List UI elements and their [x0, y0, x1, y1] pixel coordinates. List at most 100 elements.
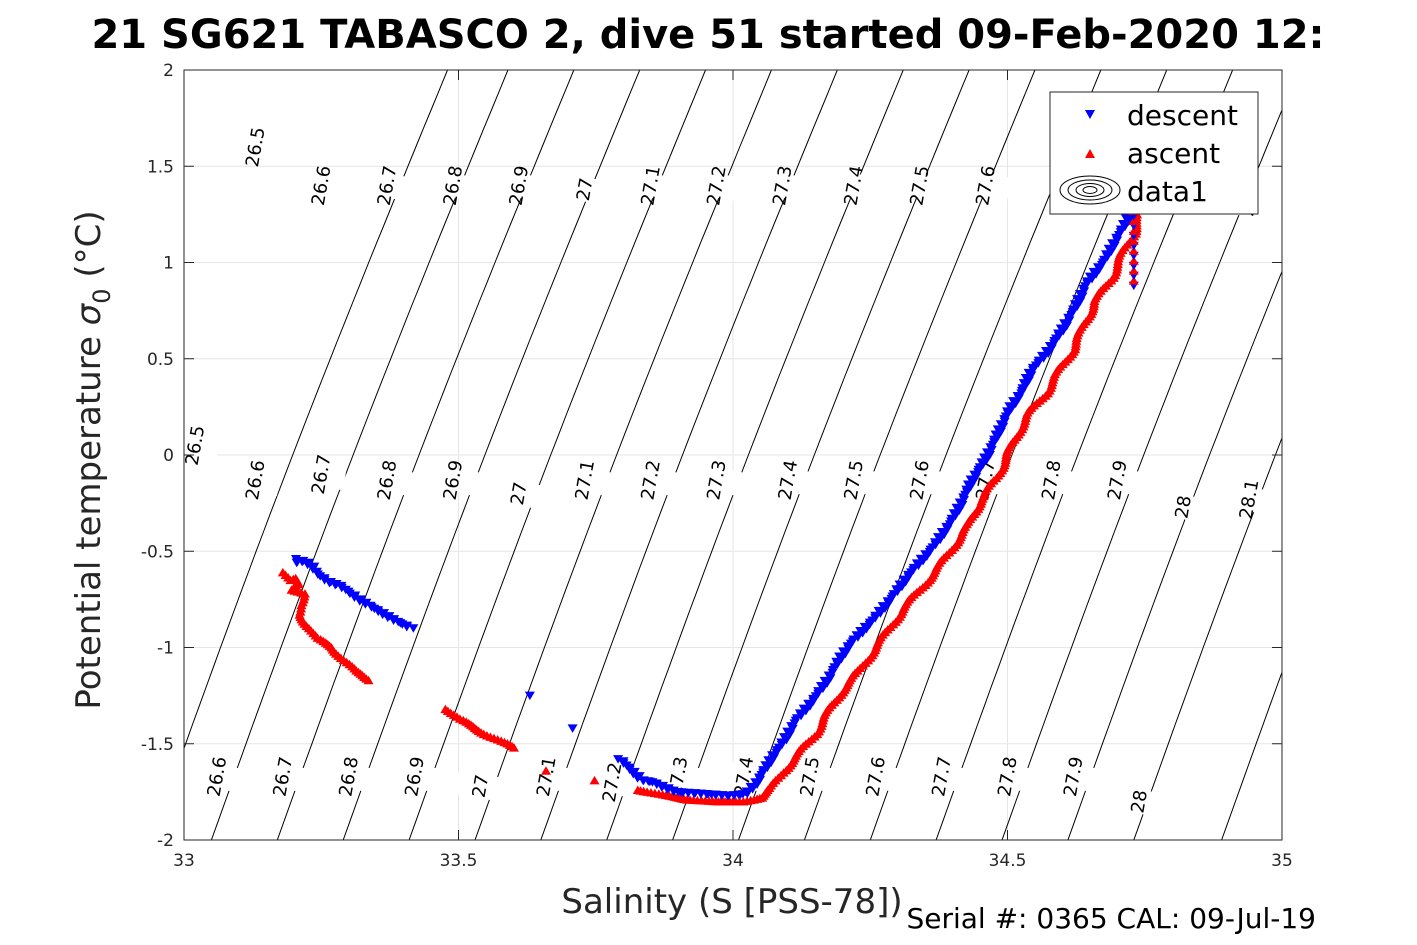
ascent-point	[363, 675, 374, 685]
x-tick-label: 35	[1271, 851, 1293, 871]
x-axis-label: Salinity (S [PSS-78])	[561, 882, 902, 922]
descent-point	[1055, 324, 1066, 334]
density-contour-line	[408, 70, 706, 840]
density-contour-label-bg	[361, 464, 413, 497]
density-contour-label-bg	[1113, 785, 1165, 818]
density-contour-label: 28	[1127, 788, 1152, 814]
density-contour-label: 28	[1171, 494, 1196, 520]
descent-point	[763, 756, 774, 765]
descent-point	[815, 682, 826, 691]
descent-point	[297, 557, 308, 567]
descent-point	[1084, 272, 1095, 282]
descent-point	[745, 782, 756, 792]
deep-cluster-point	[1128, 236, 1139, 245]
density-contour-label-bg	[586, 766, 638, 799]
deep-cluster-point	[1128, 216, 1139, 225]
x-tick-label: 33	[173, 851, 195, 871]
density-contour-label-bg	[784, 760, 836, 793]
density-contour-label-bg	[295, 458, 347, 491]
density-contour-label-bg	[184, 429, 221, 462]
density-contour-label-bg	[559, 173, 611, 206]
legend: descent ascent data1	[1049, 91, 1259, 215]
density-contour-label-bg	[520, 760, 573, 793]
descent-point	[873, 606, 884, 616]
density-contour-line	[276, 70, 575, 840]
descent-point	[1120, 214, 1131, 223]
density-contour-label-bg	[322, 760, 375, 793]
density-contour-line	[738, 70, 1036, 840]
descent-point	[911, 559, 922, 568]
density-contour-label-bg	[229, 464, 282, 497]
density-contour-label: 27	[469, 773, 494, 799]
descent-point	[656, 783, 667, 792]
serial-cal-footer: Serial #: 0365 CAL: 09-Jul-19	[906, 902, 1316, 935]
descent-point	[798, 704, 809, 714]
deep-cluster-point	[1128, 226, 1139, 235]
density-contour-label-bg	[257, 760, 309, 793]
chart-title: 21 SG621 TABASCO 2, dive 51 started 09-F…	[91, 12, 1324, 58]
density-contour-label-bg	[828, 464, 880, 497]
legend-descent-marker	[1085, 110, 1095, 119]
density-contour-line	[474, 70, 772, 840]
density-contour-label-bg	[624, 464, 677, 497]
descent-point	[1107, 239, 1118, 248]
descent-point	[1008, 397, 1019, 406]
y-tick-label: 0.5	[147, 350, 174, 370]
descent-point	[855, 627, 866, 636]
legend-descent-label: descent	[1127, 99, 1238, 132]
descent-point	[965, 475, 976, 484]
y-axis-label-unit: (°C)	[69, 210, 109, 288]
density-contour-line	[672, 70, 970, 840]
density-contour-label-bg	[191, 760, 243, 793]
ascent-point	[589, 775, 600, 785]
descent-point	[1036, 351, 1047, 361]
density-contour-line	[1067, 270, 1282, 840]
descent-point	[779, 733, 790, 742]
descent-point	[524, 691, 535, 701]
density-contour-label-bg	[624, 169, 677, 202]
ascent-point	[540, 766, 551, 775]
density-contour-label-bg	[893, 464, 946, 497]
density-contour-label-bg	[1157, 490, 1209, 523]
density-contour-line	[606, 70, 904, 840]
density-contour-label-bg	[427, 169, 479, 202]
y-tick-label: -1	[157, 639, 174, 659]
descent-point	[408, 624, 419, 633]
density-contour-label-bg	[893, 169, 946, 202]
legend-box	[1049, 91, 1259, 215]
y-axis-label-subscript: 0	[88, 288, 116, 303]
density-contour-label-bg	[1223, 483, 1275, 516]
y-tick-label: 0	[163, 446, 174, 466]
descent-point	[877, 602, 888, 611]
descent-point	[894, 580, 905, 589]
y-axis-label-main: Potential temperature	[69, 325, 109, 709]
y-axis-label: Potential temperature σ0 (°C)	[69, 210, 116, 709]
density-contour-label-bg	[690, 464, 743, 497]
ascent-point	[508, 743, 519, 752]
y-tick-label: -0.5	[141, 542, 174, 562]
density-contour-label-bg	[295, 169, 347, 202]
density-contour-label-bg	[850, 760, 902, 793]
descent-point	[915, 554, 926, 564]
y-tick-label: 1.5	[147, 157, 174, 177]
density-contour-label-bg	[493, 169, 545, 202]
density-contour-label-bg	[493, 477, 545, 510]
y-tick-label: 1	[163, 254, 174, 274]
x-tick-label: 34.5	[989, 851, 1027, 871]
legend-data1-marker	[1059, 175, 1121, 205]
density-contour-label-bg	[559, 464, 611, 497]
density-contour-label-bg	[915, 760, 968, 793]
density-contour-label-bg	[229, 131, 282, 163]
density-contour-label-bg	[388, 760, 441, 793]
density-contour-label-bg	[959, 169, 1012, 202]
density-contour-line	[210, 70, 509, 840]
descent-point	[933, 533, 944, 542]
descent-point	[794, 709, 805, 718]
descent-point	[741, 787, 752, 796]
descent-point	[951, 503, 962, 513]
deep-cluster-point	[1128, 276, 1139, 285]
y-tick-label: -1.5	[141, 735, 174, 755]
density-contour-label-bg	[1025, 464, 1078, 497]
descent-point	[936, 528, 947, 537]
